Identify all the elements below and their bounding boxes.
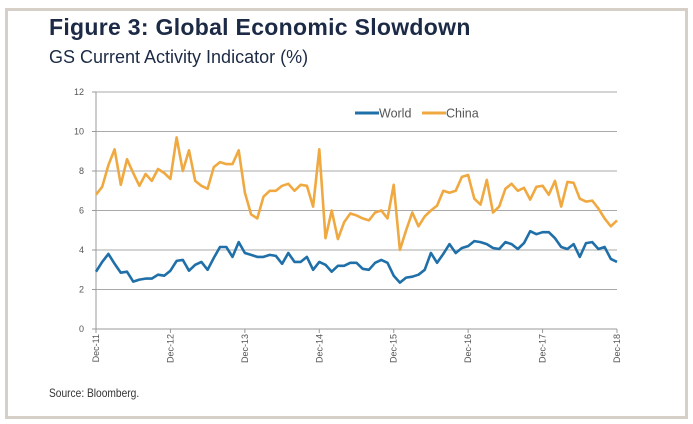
x-tick-label: Dec-16 bbox=[463, 334, 473, 363]
y-tick-label: 6 bbox=[79, 206, 84, 216]
y-tick-label: 12 bbox=[74, 87, 84, 97]
chart-subtitle: GS Current Activity Indicator (%) bbox=[49, 47, 309, 67]
y-tick-label: 10 bbox=[74, 127, 84, 137]
x-tick-label: Dec-17 bbox=[538, 334, 548, 363]
x-tick-label: Dec-11 bbox=[91, 334, 101, 362]
y-tick-label: 2 bbox=[79, 285, 84, 295]
series-line-world bbox=[94, 229, 618, 284]
chart-title: Figure 3: Global Economic Slowdown bbox=[49, 14, 471, 40]
y-tick-label: 8 bbox=[79, 166, 84, 176]
x-tick-label: Dec-13 bbox=[240, 334, 250, 363]
y-tick-label: 0 bbox=[79, 324, 84, 334]
legend-label-world: World bbox=[379, 107, 411, 121]
legend-label-china: China bbox=[446, 107, 479, 121]
source-note: Source: Bloomberg. bbox=[49, 386, 140, 400]
x-tick-label: Dec-14 bbox=[314, 334, 324, 363]
x-tick-label: Dec-15 bbox=[389, 334, 399, 363]
x-tick-label: Dec-18 bbox=[612, 334, 622, 363]
series-line-china bbox=[94, 136, 618, 252]
y-tick-label: 4 bbox=[79, 245, 84, 255]
x-tick-label: Dec-12 bbox=[165, 334, 175, 363]
figure-frame bbox=[5, 8, 688, 419]
